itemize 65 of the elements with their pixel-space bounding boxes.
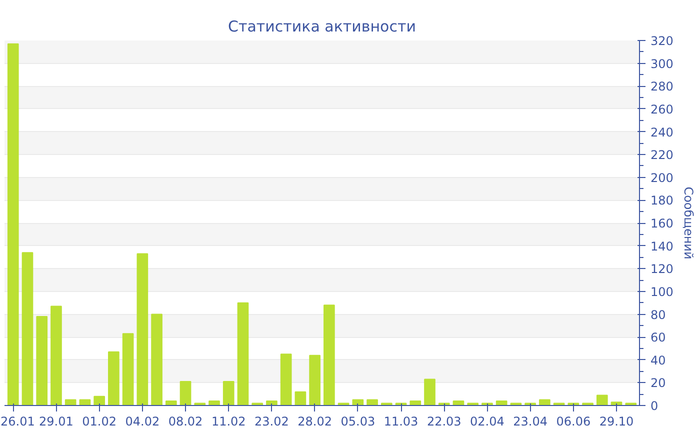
bar (36, 316, 48, 406)
bar (50, 306, 62, 406)
x-tick-label: 28.02 (298, 414, 332, 428)
y-tick-label: 160 (650, 216, 674, 230)
y-tick-label: 60 (650, 330, 666, 345)
x-tick-label: 23.02 (254, 414, 289, 428)
bar (22, 252, 34, 406)
bar (294, 391, 306, 406)
y-tick-label: 320 (650, 34, 674, 48)
x-tick-label: 02.04 (470, 414, 504, 428)
bar (596, 394, 608, 406)
bar (625, 402, 637, 406)
bar (324, 304, 335, 406)
y-axis-title: Сообщений (681, 186, 696, 260)
bar (539, 399, 550, 406)
bar (237, 302, 249, 406)
y-tick-label: 200 (650, 170, 674, 185)
y-tick-label: 140 (650, 239, 674, 254)
y-tick-label: 300 (650, 56, 674, 71)
y-tick-label: 260 (650, 102, 674, 116)
bar (151, 314, 162, 406)
bar (222, 381, 234, 406)
x-tick-label: 08.02 (168, 414, 203, 428)
chart-title: Статистика активности (228, 18, 416, 36)
bar (7, 43, 19, 406)
y-tick-label: 220 (650, 148, 674, 162)
x-tick-label: 22.03 (426, 414, 462, 428)
y-tick-label: 120 (650, 262, 674, 276)
bar (108, 351, 120, 406)
bar (410, 400, 422, 406)
bar (64, 399, 76, 406)
x-tick-label: 29.01 (39, 414, 74, 428)
y-tick-label: 40 (650, 353, 666, 368)
y-tick-label: 280 (650, 80, 674, 94)
y-tick-label: 180 (650, 194, 674, 208)
bar (94, 396, 105, 406)
bar (252, 402, 264, 406)
bar (194, 402, 206, 406)
y-tick-label: 0 (650, 399, 658, 413)
bar (380, 402, 392, 406)
bar (496, 400, 508, 406)
y-tick-label: 80 (650, 308, 666, 322)
x-tick-label: 05.03 (340, 414, 376, 428)
bar (136, 253, 148, 406)
bar (582, 402, 594, 406)
y-tick-label: 240 (650, 125, 674, 140)
x-tick-label: 01.02 (82, 414, 116, 428)
bar (424, 378, 436, 406)
x-tick-label: 29.10 (599, 414, 634, 428)
bar (165, 400, 177, 406)
x-tick-label: 06.06 (556, 414, 591, 428)
y-tick-label: 100 (650, 284, 674, 299)
bar (309, 354, 320, 406)
bar (208, 400, 220, 406)
bar (366, 399, 378, 406)
x-tick-label: 11.03 (384, 414, 418, 428)
y-tick-label: 20 (650, 376, 666, 390)
x-tick-label: 11.02 (211, 414, 246, 428)
bar (280, 354, 292, 406)
x-tick-label: 26.01 (0, 414, 35, 428)
bar (467, 402, 479, 406)
bar (180, 381, 192, 406)
x-tick-label: 23.04 (513, 414, 548, 428)
x-tick-label: 04.02 (125, 414, 160, 428)
bar (122, 333, 134, 406)
